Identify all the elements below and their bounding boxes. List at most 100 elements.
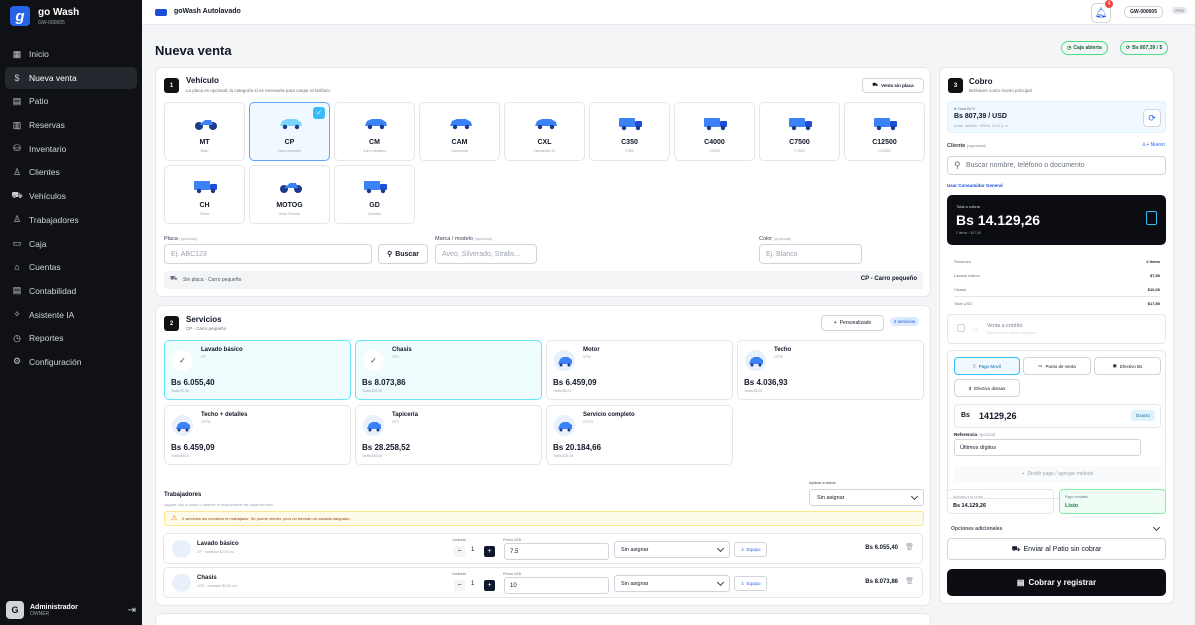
button-label: Cobrar y registrar xyxy=(1028,578,1097,587)
vehicle-category-mt[interactable]: MT Moto xyxy=(164,102,245,161)
worker-row: Lavado básico CP · comisión $2,00 c/u Ca… xyxy=(163,533,923,564)
amount-field[interactable]: Bs 14129,26 Exacto xyxy=(954,404,1161,428)
team-button[interactable]: ♙ Equipo xyxy=(734,576,767,591)
sidebar-item-inicio[interactable]: ▦ Inicio xyxy=(5,43,137,65)
complete-value: Listo xyxy=(1065,503,1079,509)
sidebar-item-reservas[interactable]: ▥ Reservas xyxy=(5,114,137,136)
credit-subtitle: Selecciona un cliente registrado xyxy=(987,331,1037,335)
quantity-decrease-button[interactable]: − xyxy=(454,580,465,591)
exact-amount-button[interactable]: Exacto xyxy=(1131,410,1155,421)
vehicle-desc: Chuto xyxy=(199,212,210,216)
service-card[interactable]: Techo + detalles CPTD Bs 6.459,09 Tarifa $8… xyxy=(164,405,351,465)
client-search-input[interactable]: ⚲ Buscar nombre, teléfono o documento xyxy=(947,156,1166,175)
sidebar-item-reportes[interactable]: ◷ Reportes xyxy=(5,327,137,349)
sidebar-item-contabilidad[interactable]: ▤ Contabilidad xyxy=(5,280,137,302)
service-card[interactable]: Tapicería CPT Bs 28.258,52 Tarifa $35,00 xyxy=(355,405,542,465)
sidebar-item-caja[interactable]: ▭ Caja xyxy=(5,233,137,255)
credit-checkbox[interactable] xyxy=(957,324,965,332)
plate-input[interactable]: Ej. ABC123 xyxy=(164,244,372,264)
service-price: Bs 4.036,93 xyxy=(744,378,788,387)
split-payment-button[interactable]: + Dividir pago / agregar método xyxy=(954,466,1161,482)
worker-select[interactable]: Sin asignar xyxy=(614,541,730,558)
business-code-button[interactable]: GW-000005 xyxy=(1124,6,1163,18)
general-consumer-link[interactable]: Usar Consumidor General xyxy=(947,183,1003,188)
vehicle-category-cxl[interactable]: CXL Camioneta XL xyxy=(504,102,585,161)
color-input[interactable]: Ej. Blanco xyxy=(759,244,862,264)
no-plate-sale-button[interactable]: ⛟ Venta sin placa xyxy=(862,78,924,93)
vehicle-category-ch[interactable]: CH Chuto xyxy=(164,165,245,224)
vehicle-category-gd[interactable]: GD Gandola xyxy=(334,165,415,224)
new-client-link[interactable]: ♙+ Nuevo xyxy=(1142,142,1165,148)
section-title: Vehículo xyxy=(186,76,219,85)
vehicle-category-cp[interactable]: CP Carro pequeño ✓ xyxy=(249,102,330,161)
trash-icon[interactable]: 🗑︎ xyxy=(905,544,914,551)
custom-service-button[interactable]: + Personalizado xyxy=(821,315,884,331)
vehicle-code: MOTOG xyxy=(276,202,303,209)
price-usd-input[interactable]: 10 xyxy=(504,577,609,594)
vehicle-category-cam[interactable]: CAM Camioneta xyxy=(419,102,500,161)
charge-and-register-button[interactable]: ▤ Cobrar y registrar xyxy=(947,569,1166,596)
sidebar: g go Wash GW-000005 ▦ Inicio $ Nueva venta… xyxy=(0,0,142,625)
extra-options-toggle[interactable]: Opciones adicionales xyxy=(951,526,1003,532)
sidebar-item-label: Clientes xyxy=(29,167,60,178)
service-card[interactable]: Servicio completo CPCO Bs 20.184,66 Tarifa … xyxy=(546,405,733,465)
exchange-rate-label: Bs 807,39 / $ xyxy=(1132,45,1163,51)
apply-all-select[interactable]: Sin asignar xyxy=(809,489,924,506)
vehicle-category-cm[interactable]: CM Carro mediano xyxy=(334,102,415,161)
quantity-decrease-button[interactable]: − xyxy=(454,546,465,557)
refresh-rate-button[interactable]: ⟳ xyxy=(1143,109,1161,127)
reference-input[interactable]: Últimos dígitos xyxy=(954,439,1141,456)
caja-status-chip[interactable]: ◷ Caja abierta xyxy=(1061,41,1108,55)
warning-banner: ⚠ 2 servicios sin comisión en trabajador… xyxy=(164,511,924,526)
sidebar-item-asistente-ia[interactable]: ✧ Asistente IA xyxy=(5,304,137,326)
quantity-increase-button[interactable]: + xyxy=(484,546,495,557)
method-efectivo-divisas[interactable]: $ Efectivo divisas xyxy=(954,379,1020,397)
method-punto-de-venta[interactable]: ▭ Punto de venta xyxy=(1023,357,1091,375)
team-button[interactable]: ♙ Equipo xyxy=(734,542,767,557)
notification-badge: 4 xyxy=(1105,0,1113,8)
rate-label: ● Tasa BCV xyxy=(954,106,976,111)
vehicle-category-c7500[interactable]: C7500 C7500 xyxy=(759,102,840,161)
quantity-increase-button[interactable]: + xyxy=(484,580,495,591)
notifications-button[interactable]: 🔔︎ 4 xyxy=(1091,0,1113,23)
sidebar-nav: ▦ Inicio $ Nueva venta ▤ Patio ▥ Reservas ⛁ I… xyxy=(5,43,137,375)
price-usd-input[interactable]: 7.5 xyxy=(504,543,609,560)
optional-hint: (opcional) xyxy=(966,143,986,148)
sidebar-item-nueva-venta[interactable]: $ Nueva venta xyxy=(5,66,137,89)
logout-icon[interactable]: ⇥ xyxy=(127,604,136,616)
sidebar-item-trabajadores[interactable]: ♙ Trabajadores xyxy=(5,209,137,231)
sidebar-item-label: Asistente IA xyxy=(29,309,75,320)
credit-sale-box[interactable]: ▭ Venta a crédito Selecciona un cliente … xyxy=(947,314,1166,344)
trash-icon[interactable]: 🗑︎ xyxy=(905,578,914,585)
sidebar-item-patio[interactable]: ▤ Patio xyxy=(5,90,137,112)
sidebar-item-cuentas[interactable]: ⌂ Cuentas xyxy=(5,256,137,278)
method-pago-movil[interactable]: ▯ Pago Movil xyxy=(954,357,1020,375)
exchange-rate-chip[interactable]: ⟳ Bs 807,39 / $ xyxy=(1120,41,1169,55)
user-plus-icon: ♙+ xyxy=(1141,142,1150,148)
send-to-patio-button[interactable]: ⛟ Enviar al Patio sin cobrar xyxy=(947,538,1166,560)
vehicle-category-c4000[interactable]: C4000 C4000 xyxy=(674,102,755,161)
chevron-down-icon[interactable] xyxy=(1152,523,1161,532)
brand-model-input[interactable]: Aveo, Silverado, Stralis... xyxy=(435,244,537,264)
vehicle-category-motog[interactable]: MOTOG Moto Grande xyxy=(249,165,330,224)
sidebar-item-vehiculos[interactable]: ⛟ Vehículos xyxy=(5,185,137,207)
sidebar-item-inventario[interactable]: ⛁ Inventario xyxy=(5,138,137,160)
method-efectivo-bs[interactable]: ▣ Efectivo Bs xyxy=(1094,357,1161,375)
user-icon: ♙ xyxy=(740,580,745,586)
services-count-badge: 2 servicios xyxy=(890,317,920,326)
service-card[interactable]: ✓ Lavado básico CP Bs 6.055,40 Tarifa $7,50 xyxy=(164,340,351,400)
sidebar-item-clientes[interactable]: ♙ Clientes xyxy=(5,161,137,183)
summary-row: Lavado básico $7,50 xyxy=(954,268,1160,282)
sidebar-item-configuracion[interactable]: ⚙ Configuración xyxy=(5,351,137,373)
service-card[interactable]: Motor CPM Bs 6.459,09 Tarifa $8,00 xyxy=(546,340,733,400)
vehicle-category-c350[interactable]: C350 C350 xyxy=(589,102,670,161)
service-card[interactable]: Techo CPTE Bs 4.036,93 Tarifa $5,00 xyxy=(737,340,924,400)
car-icon: ⛟ xyxy=(170,276,178,282)
user-profile[interactable]: G Administrador OWNER ⇥ xyxy=(6,601,136,619)
total-box: Total a cobrar Bs 14.129,26 2 items · $1… xyxy=(947,195,1166,245)
vehicle-category-c12500[interactable]: C12500 C12500 xyxy=(844,102,925,161)
search-plate-button[interactable]: ⚲ Buscar xyxy=(378,244,428,264)
search-icon: ⚲ xyxy=(387,251,393,258)
worker-select[interactable]: Sin asignar xyxy=(614,575,730,592)
service-card[interactable]: ✓ Chasis CPC Bs 8.073,86 Tarifa $10,00 xyxy=(355,340,542,400)
